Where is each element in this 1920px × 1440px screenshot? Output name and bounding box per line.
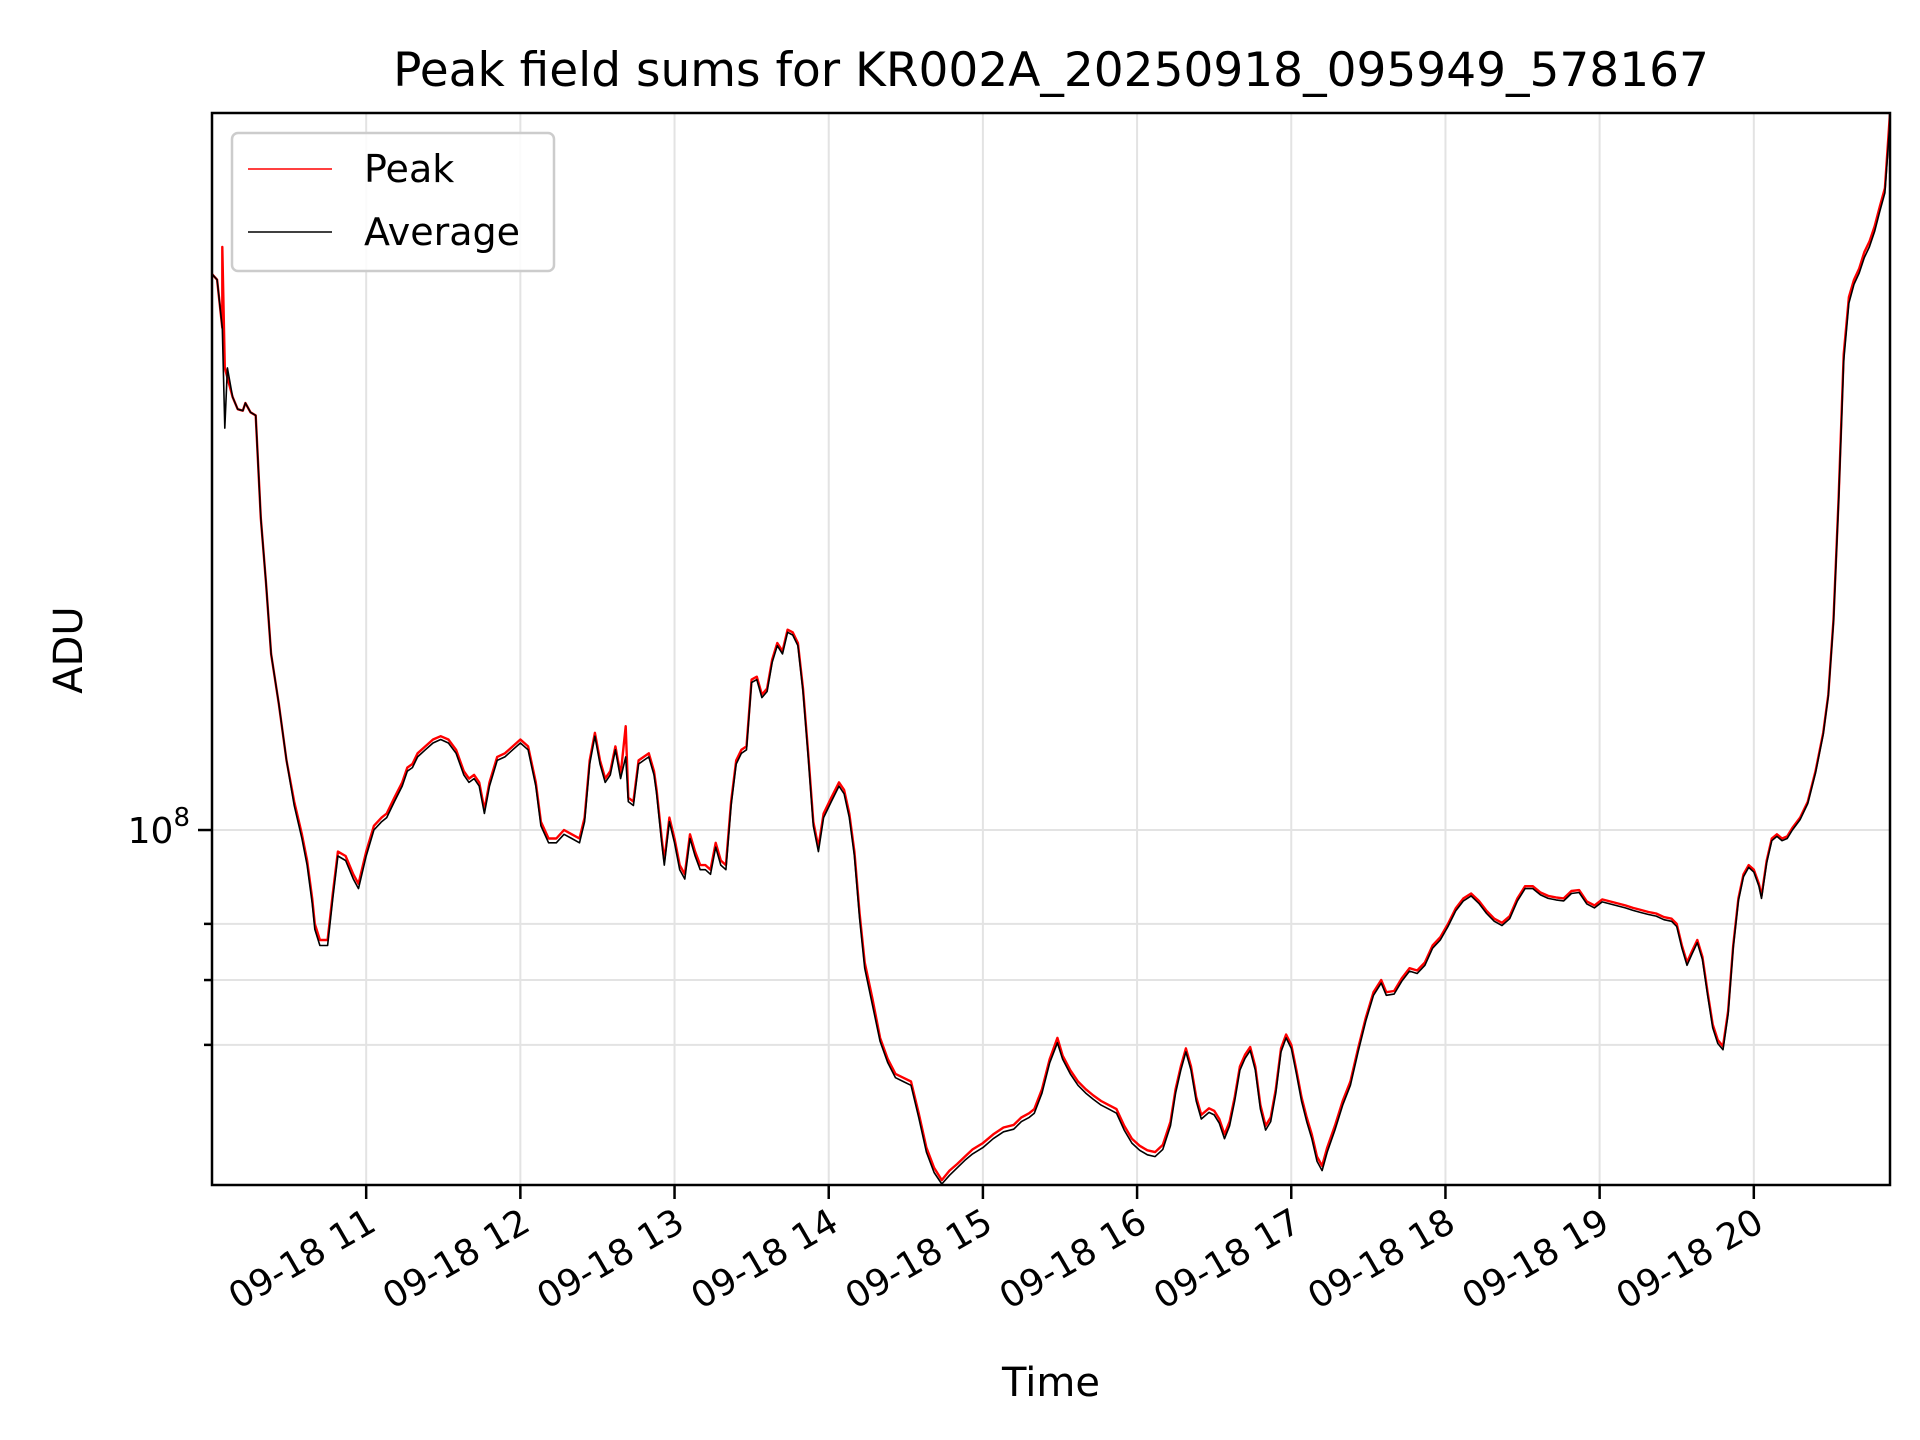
series-line-average <box>212 120 1890 1185</box>
axes-frame <box>210 111 1892 1187</box>
legend-average-label: Average <box>364 210 520 254</box>
chart-title: Peak field sums for KR002A_20250918_0959… <box>393 43 1709 98</box>
grid <box>212 113 1890 1185</box>
x-axis-label: Time <box>1001 1360 1100 1406</box>
plot-area <box>212 113 1890 1185</box>
legend-peak-label: Peak <box>364 147 454 191</box>
legend-box <box>230 131 556 273</box>
legend: Peak Average <box>230 131 556 273</box>
y-tick-label: 108 <box>128 803 190 852</box>
series-line-peak <box>212 113 1890 1182</box>
y-axis-label: ADU <box>46 606 92 693</box>
